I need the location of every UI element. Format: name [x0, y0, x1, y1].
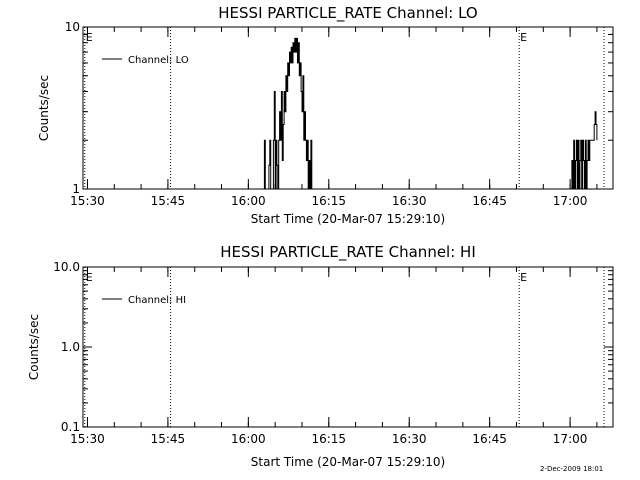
- x-tick-label: 16:00: [231, 432, 266, 446]
- x-tick-label: 16:30: [392, 432, 427, 446]
- legend-entry: Channel: HI: [128, 295, 186, 306]
- x-tick-label: 16:15: [311, 194, 346, 208]
- x-tick-label: 15:30: [70, 194, 105, 208]
- series-line-2: [571, 111, 598, 190]
- event-marker-label: E: [520, 31, 527, 44]
- x-axis-label: Start Time (20-Mar-07 15:29:10): [251, 212, 445, 226]
- series-line-1: [262, 37, 321, 190]
- y-axis-label: Counts/sec: [27, 314, 41, 380]
- y-tick-label: 1.0: [61, 340, 80, 354]
- chart-panel-2: HESSI PARTICLE_RATE Channel: HI 0.1 1.0 10.…: [27, 243, 614, 469]
- x-tick-label: 17:00: [553, 194, 588, 208]
- x-tick-label: 16:45: [472, 432, 507, 446]
- footer-timestamp: 2-Dec-2009 18:01: [540, 465, 604, 473]
- y-tick-label: 0.1: [61, 420, 80, 434]
- plot-frame: [82, 266, 614, 428]
- x-tick-label: 16:30: [392, 194, 427, 208]
- x-tick-label: 17:00: [553, 432, 588, 446]
- x-tick-label: 15:30: [70, 432, 105, 446]
- plot-frame: [82, 26, 614, 190]
- event-marker-label: E: [86, 31, 93, 44]
- chart-title: HESSI PARTICLE_RATE Channel: HI: [220, 243, 476, 262]
- chart-panel-1: HESSI PARTICLE_RATE Channel: LO 1 10 15:30 1…: [37, 4, 614, 226]
- x-tick-label: 16:45: [472, 194, 507, 208]
- x-tick-label: 15:45: [151, 432, 186, 446]
- event-marker-label: E: [520, 271, 527, 284]
- x-tick-label: 16:15: [311, 432, 346, 446]
- event-marker-label: E: [86, 271, 93, 284]
- chart-title: HESSI PARTICLE_RATE Channel: LO: [218, 4, 477, 23]
- y-axis-label: Counts/sec: [37, 75, 51, 141]
- x-axis-label: Start Time (20-Mar-07 15:29:10): [251, 455, 445, 469]
- y-tick-label: 10.0: [53, 260, 80, 274]
- y-tick-label: 1: [72, 182, 80, 196]
- x-tick-label: 16:00: [231, 194, 266, 208]
- legend-entry: Channel: LO: [128, 55, 189, 66]
- y-tick-label: 10: [65, 20, 80, 34]
- x-tick-label: 15:45: [151, 194, 186, 208]
